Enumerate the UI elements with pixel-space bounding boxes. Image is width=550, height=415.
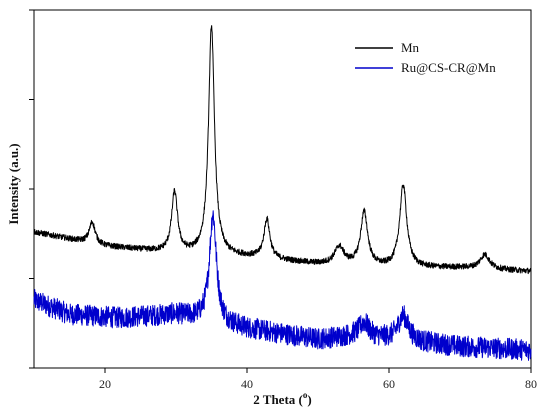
legend-label-1: Ru@CS-CR@Mn bbox=[401, 60, 496, 75]
x-axis-label: 2 Theta (o) bbox=[253, 390, 311, 407]
x-axis-label-sup: o bbox=[303, 390, 308, 400]
x-tick-label-3: 80 bbox=[525, 377, 537, 391]
series-line-0 bbox=[33, 25, 532, 275]
y-axis-label: Intensity (a.u.) bbox=[6, 143, 21, 224]
legend-label-0: Mn bbox=[401, 40, 420, 55]
plot-area: 20 40 60 80 Mn Ru@CS-CR@Mn bbox=[29, 9, 537, 391]
y-ticks bbox=[29, 9, 34, 369]
x-axis-label-suffix: ) bbox=[307, 392, 311, 407]
x-ticks: 20 40 60 80 bbox=[99, 368, 537, 391]
series-line-1 bbox=[33, 210, 532, 361]
x-tick-label-0: 20 bbox=[99, 377, 111, 391]
x-tick-label-2: 60 bbox=[383, 377, 395, 391]
legend: Mn Ru@CS-CR@Mn bbox=[355, 40, 496, 75]
x-axis-label-main: 2 Theta ( bbox=[253, 392, 303, 407]
x-tick-label-1: 40 bbox=[241, 377, 253, 391]
series-layer bbox=[33, 25, 532, 361]
